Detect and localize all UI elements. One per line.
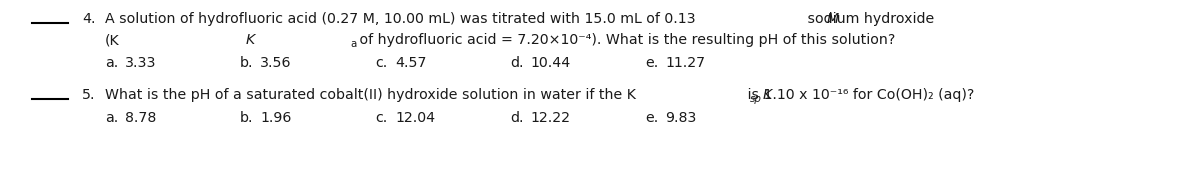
Text: 11.27: 11.27 [665,56,706,70]
Text: 10.44: 10.44 [530,56,570,70]
Text: 1.96: 1.96 [260,111,292,125]
Text: e.: e. [646,56,659,70]
Text: 3.33: 3.33 [125,56,156,70]
Text: sodium hydroxide: sodium hydroxide [803,12,934,26]
Text: d.: d. [510,56,523,70]
Text: b.: b. [240,56,253,70]
Text: 12.22: 12.22 [530,111,570,125]
Text: K: K [246,33,256,47]
Text: (K: (K [106,33,120,47]
Text: a: a [350,39,356,49]
Text: 12.04: 12.04 [395,111,436,125]
Text: 4.57: 4.57 [395,56,426,70]
Text: b.: b. [240,111,253,125]
Text: 4.: 4. [82,12,96,26]
Text: A solution of hydrofluoric acid (0.27 M, 10.00 mL) was titrated with 15.0 mL of : A solution of hydrofluoric acid (0.27 M,… [106,12,700,26]
Text: d.: d. [510,111,523,125]
Text: sp: sp [750,94,762,104]
Text: What is the pH of a saturated cobalt(II) hydroxide solution in water if the K: What is the pH of a saturated cobalt(II)… [106,88,636,102]
Text: c.: c. [374,111,388,125]
Text: a.: a. [106,56,119,70]
Text: e.: e. [646,111,659,125]
Text: a.: a. [106,111,119,125]
Text: M: M [827,12,839,26]
Text: is 1.10 x 10⁻¹⁶ for Co(OH)₂ (aq)?: is 1.10 x 10⁻¹⁶ for Co(OH)₂ (aq)? [743,88,974,102]
Text: of hydrofluoric acid = 7.20×10⁻⁴). What is the resulting pH of this solution?: of hydrofluoric acid = 7.20×10⁻⁴). What … [355,33,895,47]
Text: K: K [762,88,772,102]
Text: 3.56: 3.56 [260,56,292,70]
Text: 5.: 5. [82,88,96,102]
Text: 9.83: 9.83 [665,111,696,125]
Text: c.: c. [374,56,388,70]
Text: 8.78: 8.78 [125,111,156,125]
